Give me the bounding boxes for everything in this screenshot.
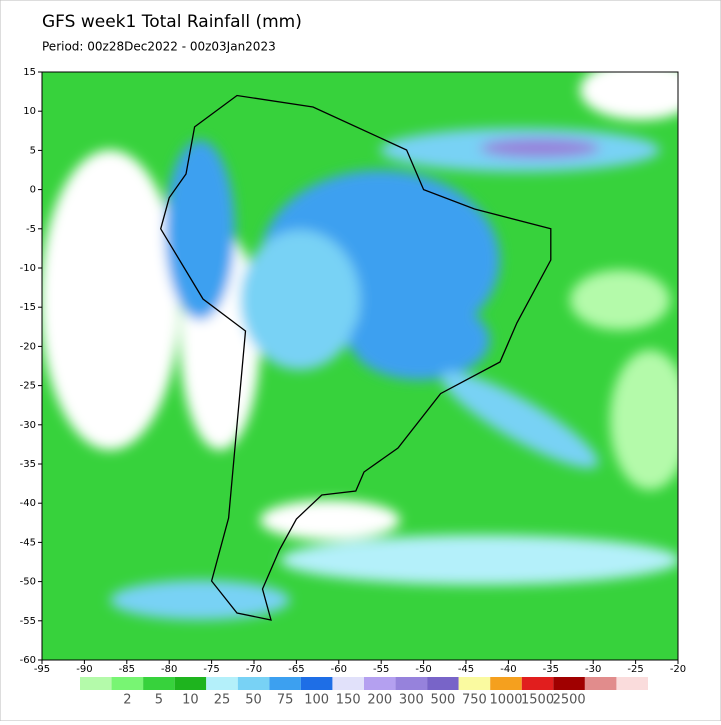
- colorbar-label: 2500: [553, 693, 586, 708]
- colorbar-label: 500: [430, 693, 455, 708]
- colorbar-label: 50: [245, 693, 262, 708]
- colorbar-swatch: [143, 677, 175, 690]
- colorbar-label: 5: [155, 693, 163, 708]
- colorbar-label: 1000: [489, 693, 522, 708]
- title: GFS week1 Total Rainfall (mm): [42, 12, 302, 32]
- y-tick-label: 0: [30, 185, 36, 196]
- colorbar-swatch: [237, 677, 270, 690]
- y-tick-label: -30: [20, 420, 36, 431]
- y-tick-label: -5: [26, 224, 36, 235]
- x-tick-label: -75: [203, 664, 219, 675]
- y-tick-label: -35: [20, 459, 36, 470]
- colorbar-label: 150: [336, 693, 361, 708]
- period: Period: 00z28Dec2022 - 00z03Jan2023: [42, 40, 276, 54]
- colorbar-swatch: [616, 677, 648, 690]
- x-tick-label: -40: [500, 664, 516, 675]
- colorbar-swatch: [174, 677, 207, 690]
- y-tick-label: -50: [20, 577, 36, 588]
- colorbar-swatch: [364, 677, 396, 690]
- map-border: [41, 71, 679, 661]
- colorbar-label: 75: [277, 693, 294, 708]
- y-tick-label: -45: [20, 537, 36, 548]
- colorbar-label: 2: [123, 693, 131, 708]
- colorbar-swatch: [206, 677, 238, 690]
- x-tick-label: -25: [627, 664, 643, 675]
- colorbar-label: 200: [367, 693, 392, 708]
- x-tick-label: -30: [585, 664, 601, 675]
- colorbar-swatch: [300, 677, 333, 690]
- y-tick-label: 5: [30, 145, 36, 156]
- colorbar-swatch: [80, 677, 112, 690]
- x-tick-label: -65: [288, 664, 304, 675]
- colorbar-label: 25: [214, 693, 231, 708]
- colorbar-label: 300: [399, 693, 424, 708]
- x-tick-label: -95: [34, 664, 50, 675]
- colorbar-swatch: [427, 677, 459, 690]
- colorbar-swatch: [458, 677, 491, 690]
- y-tick-label: -60: [20, 655, 36, 666]
- colorbar-swatch: [521, 677, 554, 690]
- y-tick-label: 15: [23, 67, 36, 78]
- colorbar-label: 1500: [521, 693, 554, 708]
- colorbar-swatch: [490, 677, 522, 690]
- colorbar-swatch: [395, 677, 428, 690]
- x-tick-label: -80: [161, 664, 177, 675]
- x-tick-label: -85: [119, 664, 135, 675]
- colorbar-label: 10: [182, 693, 199, 708]
- colorbar-swatch: [553, 677, 585, 690]
- y-tick-label: 10: [23, 106, 36, 117]
- colorbar-swatch: [111, 677, 144, 690]
- coastline: [159, 94, 552, 621]
- x-tick-label: -20: [670, 664, 686, 675]
- x-tick-label: -60: [331, 664, 347, 675]
- y-tick-label: -20: [20, 341, 36, 352]
- x-tick-label: -35: [543, 664, 559, 675]
- y-tick-label: -40: [20, 498, 36, 509]
- y-tick-label: -10: [20, 263, 36, 274]
- y-tick-label: -15: [20, 302, 36, 313]
- colorbar-label: 750: [462, 693, 487, 708]
- x-tick-label: -45: [458, 664, 474, 675]
- colorbar-swatch: [584, 677, 617, 690]
- x-tick-label: -90: [76, 664, 92, 675]
- colorbar-label: 100: [304, 693, 329, 708]
- y-tick-label: -25: [20, 381, 36, 392]
- colorbar-swatch: [332, 677, 364, 690]
- y-tick-label: -55: [20, 616, 36, 627]
- rainfall-field: [42, 72, 678, 660]
- colorbar-swatch: [269, 677, 301, 690]
- x-tick-label: -55: [373, 664, 389, 675]
- x-tick-label: -70: [246, 664, 262, 675]
- x-tick-label: -50: [415, 664, 431, 675]
